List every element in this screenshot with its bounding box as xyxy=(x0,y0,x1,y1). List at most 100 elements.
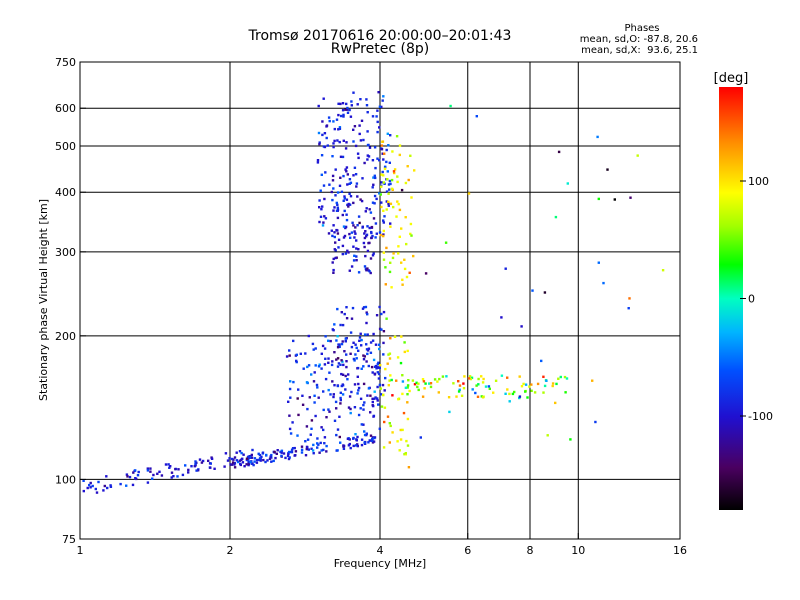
data-point xyxy=(353,359,356,362)
data-point xyxy=(370,231,373,235)
data-point xyxy=(403,341,406,344)
data-point xyxy=(331,380,334,383)
cluster-scattered xyxy=(385,104,665,441)
data-point xyxy=(247,458,250,461)
y-tick-label: 200 xyxy=(55,330,76,343)
data-point xyxy=(627,307,630,310)
data-point xyxy=(379,193,382,196)
data-point xyxy=(390,187,394,190)
plot-area: 1 2 4 6 8 10 16 75 100 200 300 400 500 600 750 xyxy=(55,56,687,557)
data-point xyxy=(357,382,360,386)
data-point xyxy=(367,364,370,368)
data-point xyxy=(317,396,320,399)
data-point xyxy=(331,328,334,331)
data-point xyxy=(494,379,498,382)
data-point xyxy=(332,395,335,399)
data-point xyxy=(373,397,376,400)
data-point xyxy=(366,225,369,228)
data-point xyxy=(353,406,357,409)
data-point xyxy=(307,448,310,451)
data-point xyxy=(421,378,425,381)
data-point xyxy=(358,124,361,127)
data-point xyxy=(362,241,366,245)
data-point xyxy=(362,354,365,357)
data-point xyxy=(371,339,375,342)
data-point xyxy=(481,381,485,384)
data-point xyxy=(408,389,411,393)
data-point xyxy=(305,445,309,449)
data-point xyxy=(280,451,283,454)
data-point xyxy=(373,194,377,198)
data-point xyxy=(269,455,272,458)
data-point xyxy=(134,469,137,472)
data-point xyxy=(289,432,293,435)
data-point xyxy=(341,213,344,217)
data-point xyxy=(318,206,321,209)
data-point xyxy=(331,179,335,182)
data-point xyxy=(316,159,320,162)
data-point xyxy=(388,441,391,444)
data-point xyxy=(341,373,345,376)
data-point xyxy=(336,346,340,349)
data-point xyxy=(342,199,345,202)
data-point xyxy=(146,467,149,470)
data-point xyxy=(190,465,193,468)
data-point xyxy=(357,248,360,251)
data-point xyxy=(240,451,243,455)
data-point xyxy=(359,332,362,335)
data-point xyxy=(396,440,399,443)
data-point xyxy=(356,195,359,198)
data-point xyxy=(352,245,355,248)
data-point xyxy=(345,360,348,363)
data-point xyxy=(380,173,383,176)
data-point xyxy=(551,382,555,385)
data-point xyxy=(332,257,335,261)
data-point xyxy=(345,365,348,369)
data-point xyxy=(359,198,362,201)
data-point xyxy=(391,394,394,397)
data-point xyxy=(385,208,388,211)
data-point xyxy=(387,202,390,205)
x-tick-label: 10 xyxy=(571,544,585,557)
data-point xyxy=(337,128,340,131)
data-point xyxy=(305,381,309,384)
data-point xyxy=(387,204,390,207)
data-point xyxy=(335,339,338,342)
data-point xyxy=(520,385,524,388)
data-point xyxy=(372,440,376,443)
data-point xyxy=(109,485,113,488)
data-point xyxy=(364,210,367,213)
data-point xyxy=(421,395,425,398)
data-point xyxy=(361,307,365,310)
data-point xyxy=(398,235,401,238)
data-point xyxy=(388,188,391,191)
data-point xyxy=(336,206,339,209)
data-point xyxy=(369,271,372,275)
data-point xyxy=(313,394,316,397)
data-point xyxy=(337,113,340,117)
data-point xyxy=(381,140,385,143)
data-point xyxy=(344,252,347,255)
data-point xyxy=(386,132,389,135)
data-point xyxy=(382,95,385,98)
data-point xyxy=(320,367,323,370)
data-point xyxy=(393,335,397,338)
data-point xyxy=(403,258,406,261)
data-point xyxy=(530,389,533,392)
data-point xyxy=(401,283,404,286)
data-point xyxy=(542,391,545,394)
data-point xyxy=(374,236,377,239)
data-point xyxy=(336,384,340,388)
data-point xyxy=(245,457,249,460)
data-point xyxy=(341,393,345,396)
data-point xyxy=(349,352,352,355)
data-point xyxy=(352,91,355,94)
data-point xyxy=(342,445,345,448)
data-point xyxy=(310,447,313,450)
data-point xyxy=(563,375,567,379)
data-point xyxy=(365,207,368,210)
data-point xyxy=(257,452,260,455)
data-point xyxy=(294,450,298,453)
y-axis-ticks: 75 100 200 300 400 500 600 750 xyxy=(55,56,86,546)
data-point xyxy=(345,213,348,216)
